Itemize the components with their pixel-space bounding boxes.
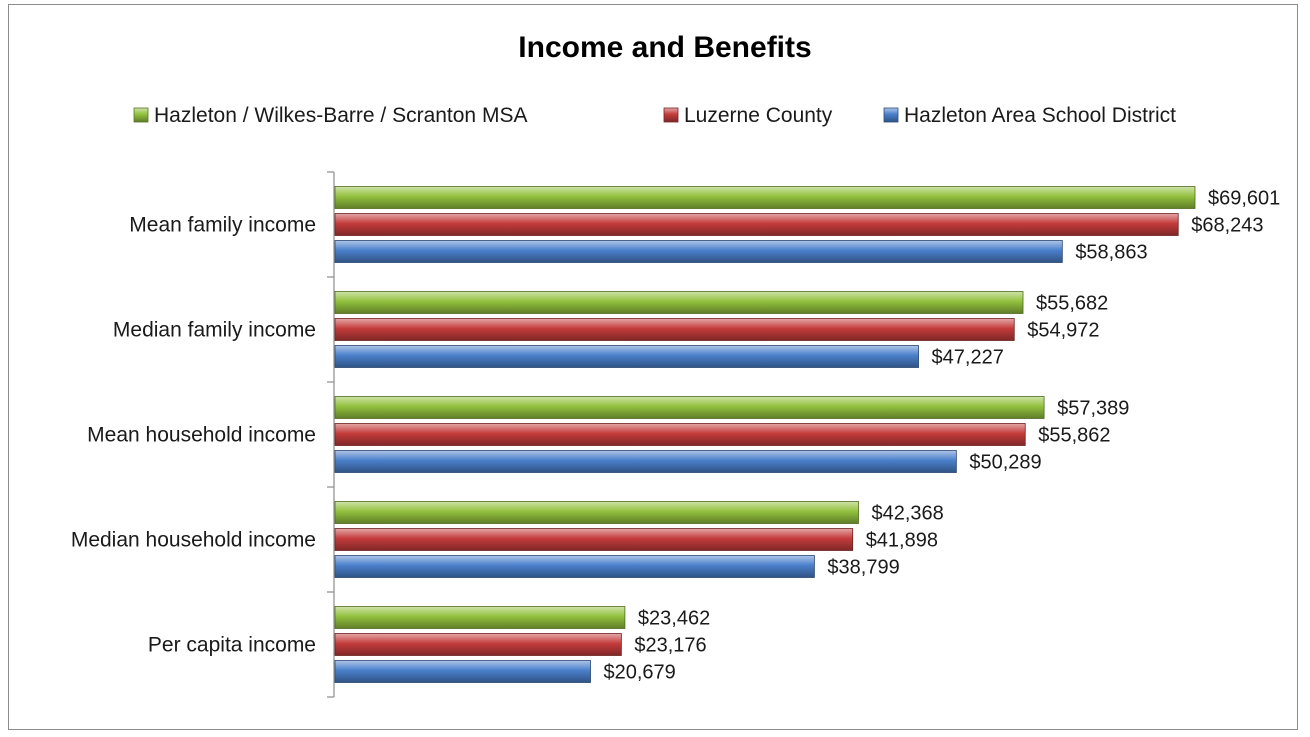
bar-mean-family-income-hazleton-wilkes-barre-scranton-msa (334, 186, 1196, 209)
value-label-per-capita-income-hazleton-area-school-district: $20,679 (604, 662, 676, 684)
legend-swatch-hazleton-area-school-district (883, 107, 899, 123)
legend: Hazleton / Wilkes-Barre / Scranton MSA Lu… (133, 104, 1176, 127)
value-label-mean-household-income-hazleton-area-school-district: $50,289 (969, 452, 1041, 474)
bar-series: $69,601 $68,243 $58,863 $55,682 $54,972 $47,2… (334, 186, 1280, 684)
value-label-median-household-income-hazleton-area-school-district: $38,799 (827, 557, 899, 579)
bar-per-capita-income-hazleton-area-school-district (334, 660, 591, 683)
legend-label-luzerne-county: Luzerne County (684, 104, 833, 127)
category-label-median-family-income: Median family income (113, 319, 316, 342)
category-axis: Mean family income Median family income Me… (71, 171, 335, 698)
category-label-mean-household-income: Mean household income (87, 424, 316, 447)
legend-label-hazleton-wilkes-barre-scranton-msa: Hazleton / Wilkes-Barre / Scranton MSA (154, 104, 527, 127)
chart-frame: Income and Benefits Hazleton / Wilkes-Ba… (8, 4, 1298, 730)
bar-mean-family-income-luzerne-county (334, 213, 1179, 236)
bar-median-family-income-hazleton-wilkes-barre-scranton-msa (334, 291, 1024, 314)
value-label-mean-household-income-luzerne-county: $55,862 (1038, 425, 1110, 447)
value-label-mean-family-income-luzerne-county: $68,243 (1191, 215, 1263, 237)
category-label-median-household-income: Median household income (71, 529, 316, 552)
bar-median-household-income-hazleton-area-school-district (334, 555, 815, 578)
bar-mean-household-income-luzerne-county (334, 423, 1026, 446)
legend-label-hazleton-area-school-district: Hazleton Area School District (904, 104, 1176, 127)
legend-swatch-hazleton-wilkes-barre-scranton-msa (133, 107, 149, 123)
category-label-mean-family-income: Mean family income (129, 214, 316, 237)
income-chart: Income and Benefits Hazleton / Wilkes-Ba… (71, 31, 1280, 698)
legend-swatch-luzerne-county (663, 107, 679, 123)
value-label-mean-household-income-hazleton-wilkes-barre-scranton-msa: $57,389 (1057, 398, 1129, 420)
bar-per-capita-income-luzerne-county (334, 633, 622, 656)
bar-mean-household-income-hazleton-wilkes-barre-scranton-msa (334, 396, 1045, 419)
bar-median-family-income-hazleton-area-school-district (334, 345, 919, 368)
value-label-median-family-income-hazleton-wilkes-barre-scranton-msa: $55,682 (1036, 293, 1108, 315)
value-label-per-capita-income-hazleton-wilkes-barre-scranton-msa: $23,462 (638, 608, 710, 630)
bar-median-household-income-hazleton-wilkes-barre-scranton-msa (334, 501, 859, 524)
value-label-mean-family-income-hazleton-area-school-district: $58,863 (1075, 242, 1147, 264)
value-label-median-household-income-hazleton-wilkes-barre-scranton-msa: $42,368 (872, 503, 944, 525)
bar-per-capita-income-hazleton-wilkes-barre-scranton-msa (334, 606, 626, 629)
bar-mean-household-income-hazleton-area-school-district (334, 450, 957, 473)
bar-median-family-income-luzerne-county (334, 318, 1015, 341)
value-label-per-capita-income-luzerne-county: $23,176 (634, 635, 706, 657)
bar-mean-family-income-hazleton-area-school-district (334, 240, 1063, 263)
chart-title: Income and Benefits (518, 31, 811, 64)
value-label-median-family-income-hazleton-area-school-district: $47,227 (932, 347, 1004, 369)
bar-median-household-income-luzerne-county (334, 528, 854, 551)
category-label-per-capita-income: Per capita income (148, 634, 316, 657)
value-label-median-household-income-luzerne-county: $41,898 (866, 530, 938, 552)
value-label-median-family-income-luzerne-county: $54,972 (1027, 320, 1099, 342)
value-label-mean-family-income-hazleton-wilkes-barre-scranton-msa: $69,601 (1208, 188, 1280, 210)
